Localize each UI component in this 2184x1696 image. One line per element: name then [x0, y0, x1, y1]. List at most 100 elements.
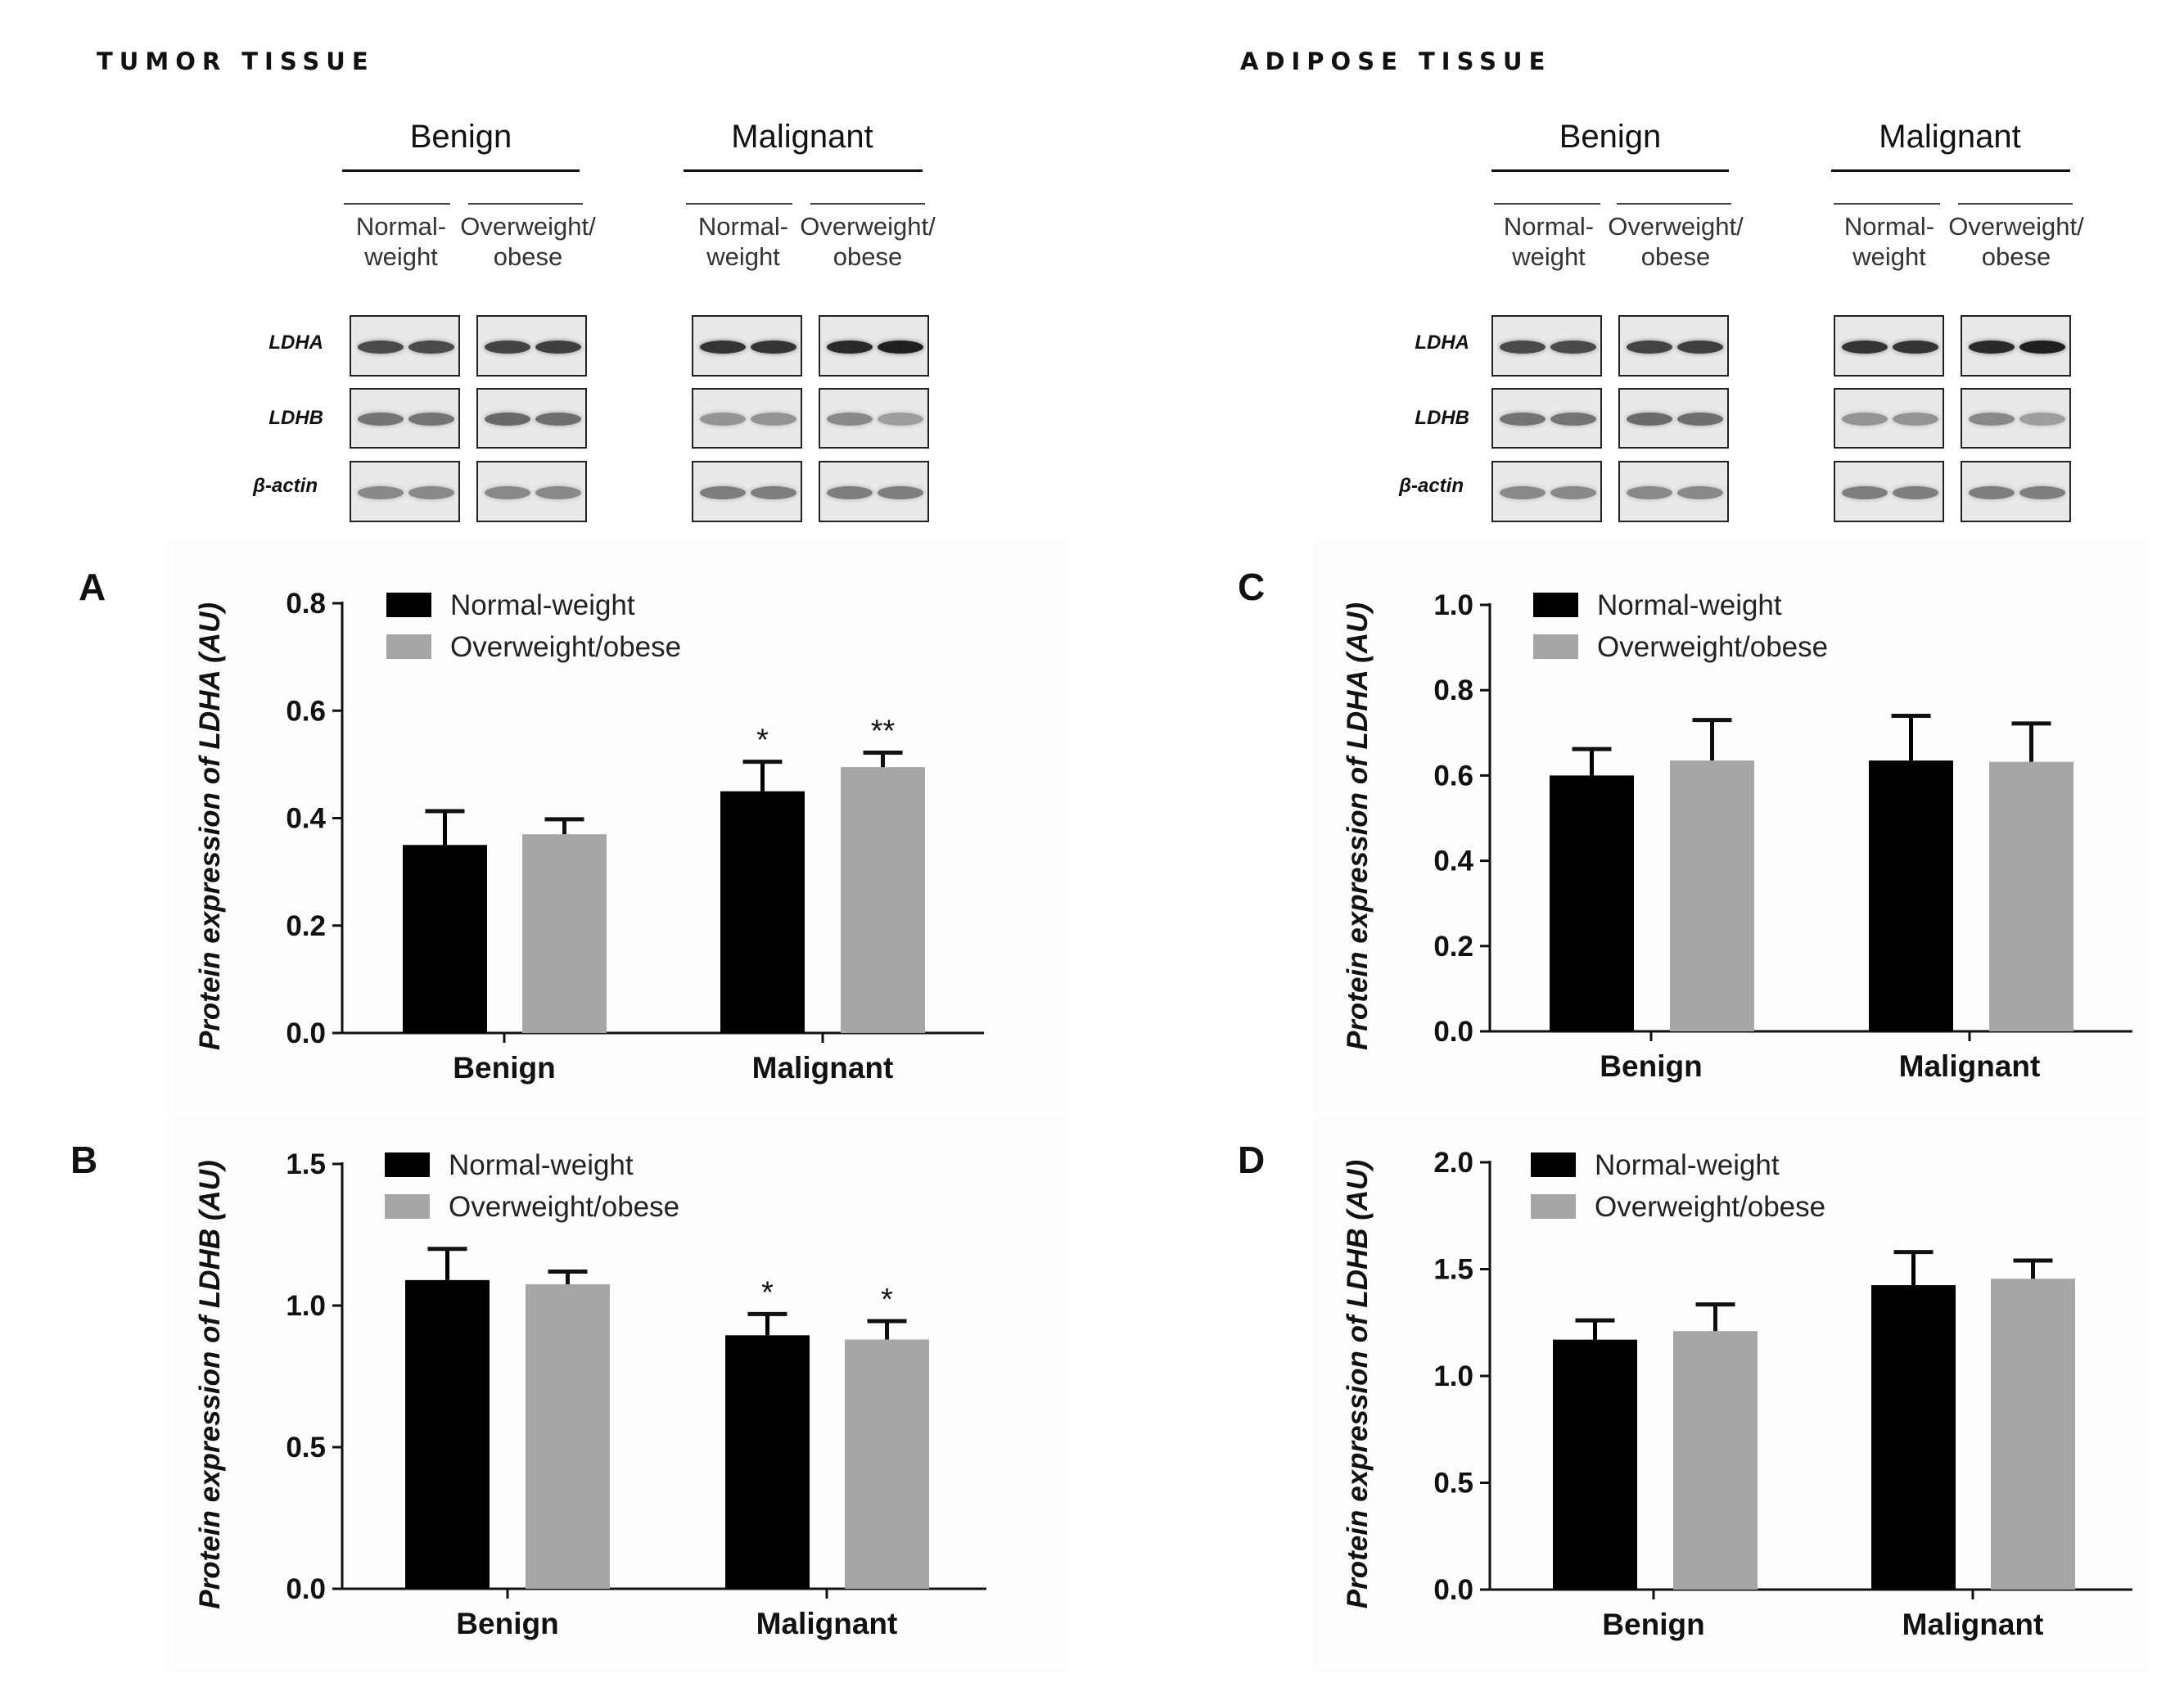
adipose-blot-ldha-3: [1961, 315, 2071, 377]
adipose-band: [1893, 485, 1938, 499]
panel-a-bar: [403, 845, 487, 1033]
panel-a-significance-mark: *: [756, 724, 769, 758]
adipose-blot-ldhb-0: [1491, 388, 1602, 449]
panel-b-y-axis-label: Protein expression of LDHB (AU): [194, 1160, 226, 1608]
tumor-band: [485, 413, 530, 426]
adipose-blot-ldha-0: [1491, 315, 1602, 377]
adipose-band: [1893, 340, 1938, 354]
tumor-ldhb-label: LDHB: [268, 407, 323, 429]
adipose-benign-normal-rule: [1494, 203, 1600, 205]
tumor-band: [827, 340, 873, 354]
tumor-band: [700, 340, 746, 354]
tumor-benign-normal-label: Normal- weight: [355, 212, 447, 271]
adipose-ldha-label: LDHA: [1415, 332, 1469, 354]
tumor-blot-actin-0: [350, 461, 460, 522]
tumor-blot-ldhb-0: [350, 388, 460, 449]
panel-c-bar: [1869, 760, 1953, 1031]
panel-b-legend-swatch: [385, 1194, 430, 1219]
adipose-band: [1550, 485, 1596, 499]
adipose-malignant-normal-label: Normal- weight: [1843, 212, 1935, 271]
tumor-blot-actin-1: [476, 461, 587, 522]
panel-d-legend-label: Normal-weight: [1595, 1149, 1780, 1181]
adipose-band: [1677, 340, 1723, 354]
tumor-blot-actin-3: [819, 461, 929, 522]
panel-c-y-tick-label: 0.6: [1433, 760, 1473, 792]
tumor-blot-ldha-1: [476, 315, 587, 377]
adipose-band: [1500, 485, 1545, 499]
panel-c-category-label: Malignant: [1899, 1049, 2041, 1083]
tumor-band: [878, 340, 923, 354]
tumor-band: [408, 413, 454, 426]
tumor-tissue-title: TUMOR TISSUE: [97, 47, 375, 75]
panel-a-y-tick-label: 0.6: [286, 695, 326, 727]
panel-d-y-tick-label: 2.0: [1433, 1147, 1473, 1179]
tumor-benign-overweight-label: Overweight/ obese: [460, 212, 596, 271]
tumor-malignant-rule: [684, 169, 923, 172]
adipose-band: [1627, 485, 1672, 499]
tumor-benign-normal-rule: [344, 203, 450, 205]
adipose-band: [1969, 340, 2015, 354]
tumor-band: [751, 485, 796, 499]
panel-c-y-tick-label: 0.2: [1433, 931, 1473, 963]
tumor-band: [751, 413, 796, 426]
adipose-band: [1677, 485, 1723, 499]
tumor-band: [535, 485, 581, 499]
tumor-band: [827, 413, 873, 426]
panel-a-letter: A: [79, 566, 106, 608]
panel-a-y-tick-label: 0.8: [286, 588, 326, 620]
panel-a-bar: [522, 834, 607, 1033]
tumor-actin-label: β-actin: [253, 475, 318, 497]
adipose-band: [1677, 413, 1723, 426]
tumor-band: [751, 340, 796, 354]
adipose-band: [2019, 485, 2065, 499]
tumor-band: [358, 485, 404, 499]
tumor-band: [878, 413, 923, 426]
tumor-ldha-label: LDHA: [268, 332, 323, 354]
adipose-malignant-normal-rule: [1834, 203, 1940, 205]
panel-a-legend-swatch: [386, 593, 431, 617]
panel-d-category-label: Malignant: [1902, 1608, 2044, 1641]
panel-a-significance-mark: **: [871, 714, 896, 748]
panel-d-y-tick-label: 1.0: [1433, 1360, 1473, 1392]
panel-c-bar: [1989, 761, 2073, 1031]
adipose-ldhb-label: LDHB: [1415, 407, 1469, 429]
tumor-band: [408, 485, 454, 499]
tumor-benign-overweight-rule: [468, 203, 583, 205]
panel-d-letter: D: [1238, 1139, 1266, 1181]
adipose-benign-rule: [1491, 169, 1729, 172]
tumor-blot-ldha-2: [692, 315, 802, 377]
adipose-band: [1550, 340, 1596, 354]
panel-b-y-tick-label: 1.5: [286, 1148, 326, 1180]
panel-d-legend-swatch: [1531, 1152, 1576, 1177]
adipose-band: [1893, 413, 1938, 426]
adipose-benign-header: Benign: [1559, 119, 1662, 155]
adipose-blot-ldha-2: [1834, 315, 1944, 377]
adipose-blot-actin-3: [1961, 461, 2071, 522]
panel-b-bar: [405, 1279, 490, 1589]
adipose-blot-ldha-1: [1618, 315, 1729, 377]
adipose-malignant-rule: [1831, 169, 2070, 172]
panel-d-y-axis-label: Protein expression of LDHB (AU): [1342, 1160, 1374, 1608]
panel-c-bar: [1550, 775, 1634, 1031]
panel-b-bar: [725, 1335, 810, 1589]
adipose-benign-normal-label: Normal- weight: [1503, 212, 1595, 271]
panel-b-letter: B: [70, 1139, 98, 1181]
adipose-benign-overweight-label: Overweight/ obese: [1608, 212, 1744, 271]
adipose-benign-overweight-rule: [1617, 203, 1731, 205]
adipose-blot-actin-0: [1491, 461, 1602, 522]
adipose-tissue-title: ADIPOSE TISSUE: [1240, 47, 1552, 75]
tumor-benign-header: Benign: [409, 119, 512, 155]
tumor-benign-rule: [342, 169, 580, 172]
tumor-malignant-normal-rule: [686, 203, 792, 205]
adipose-blot-actin-2: [1834, 461, 1944, 522]
tumor-blot-ldha-3: [819, 315, 929, 377]
panel-a-y-tick-label: 0.0: [286, 1017, 326, 1049]
panel-b-y-tick-label: 0.0: [286, 1573, 326, 1605]
panel-a-y-tick-label: 0.2: [286, 910, 326, 942]
panel-c-y-axis-label: Protein expression of LDHA (AU): [1342, 602, 1374, 1050]
tumor-malignant-header: Malignant: [731, 119, 873, 155]
panel-b-significance-mark: *: [881, 1283, 893, 1317]
panel-a-y-axis-label: Protein expression of LDHA (AU): [194, 602, 226, 1050]
tumor-band: [535, 340, 581, 354]
tumor-band: [358, 413, 404, 426]
